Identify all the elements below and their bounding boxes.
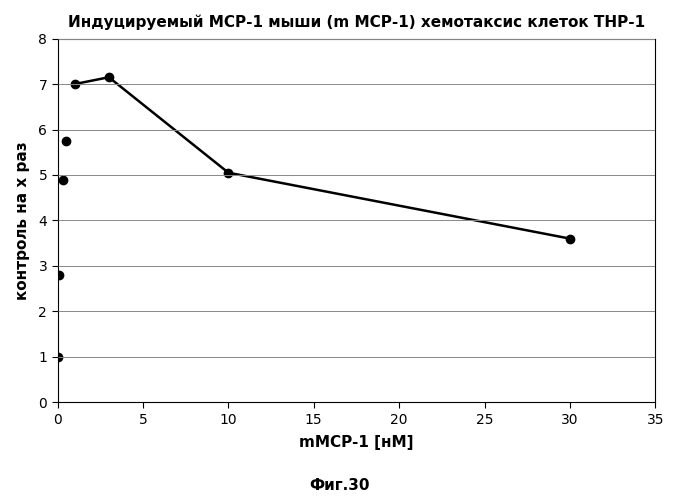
Text: Фиг.30: Фиг.30	[309, 478, 370, 493]
Y-axis label: контроль на x раз: контроль на x раз	[15, 141, 30, 300]
Title: Индуцируемый МСР-1 мыши (m МСР-1) хемотаксис клеток ТНР-1: Индуцируемый МСР-1 мыши (m МСР-1) хемота…	[68, 15, 645, 30]
X-axis label: mMCP-1 [нМ]: mMCP-1 [нМ]	[299, 435, 414, 450]
